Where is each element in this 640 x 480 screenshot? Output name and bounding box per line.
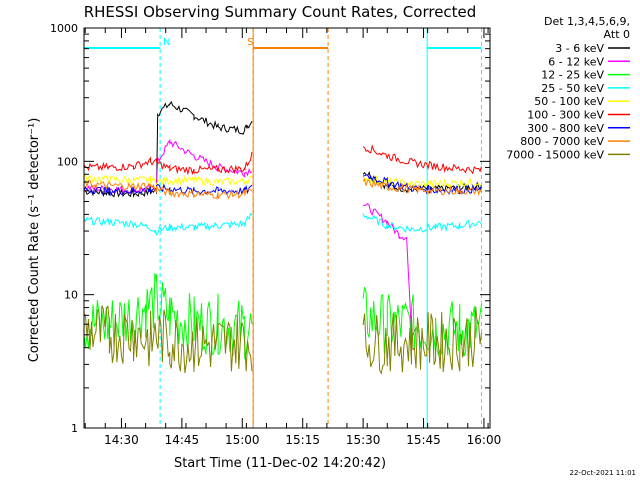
- y-tick-label: 10: [64, 289, 78, 302]
- chart-title: RHESSI Observing Summary Count Rates, Co…: [84, 3, 477, 21]
- series-line-6-12-kev-seg0: [83, 138, 253, 195]
- flag-annotation-s: S: [247, 37, 253, 48]
- series-line-25-50-kev-seg1: [362, 213, 482, 233]
- series-line-12-25-kev-seg0: [83, 273, 253, 360]
- series-layer: [83, 100, 482, 375]
- y-tick-label: 1: [71, 422, 78, 435]
- x-tick-label: 15:15: [285, 433, 320, 447]
- series-line-3-6-kev-seg1: [362, 170, 482, 194]
- legend-label-800-7000-kev: 800 - 7000 keV: [520, 135, 604, 148]
- legend-label-50-100-kev: 50 - 100 keV: [534, 95, 604, 108]
- legend-label-12-25-kev: 12 - 25 keV: [541, 69, 604, 82]
- legend-label-25-50-kev: 25 - 50 keV: [541, 82, 604, 95]
- y-tick-label: 100: [57, 155, 78, 168]
- series-line-25-50-kev-seg0: [83, 212, 253, 236]
- series-line-50-100-kev-seg0: [83, 173, 253, 187]
- series-line-50-100-kev-seg1: [362, 174, 482, 189]
- series-line-3-6-kev-seg0: [83, 100, 253, 198]
- series-line-7000-15000-kev-seg1: [362, 306, 482, 375]
- flag-annotation-n: N: [163, 37, 170, 48]
- x-tick-label: 15:45: [406, 433, 441, 447]
- series-line-7000-15000-kev-seg0: [83, 304, 253, 374]
- legend-header-line-2: Att 0: [604, 28, 630, 41]
- axes: 1 10 100 1000 14:30 14:45 15:00 15:15 15:30 15:45…: [50, 22, 501, 447]
- legend-label-3-6-kev: 3 - 6 keV: [555, 42, 604, 55]
- x-tick-label: 15:30: [346, 433, 381, 447]
- series-line-100-300-kev-seg0: [83, 151, 253, 176]
- series-line-100-300-kev-seg1: [362, 144, 482, 175]
- y-axis-label: Corrected Count Rate (s⁻¹ detector⁻¹): [27, 118, 42, 363]
- y-tick-label: 1000: [50, 22, 78, 35]
- legend-label-100-300-kev: 100 - 300 keV: [527, 109, 604, 122]
- legend-label-7000-15000-kev: 7000 - 15000 keV: [506, 148, 604, 161]
- x-tick-label: 14:45: [165, 433, 200, 447]
- series-line-800-7000-kev-seg0: [83, 179, 253, 201]
- legend-header-line-1: Det 1,3,4,5,6,9,: [544, 15, 630, 28]
- legend-label-6-12-kev: 6 - 12 keV: [548, 55, 604, 68]
- x-tick-label: 14:30: [104, 433, 139, 447]
- x-tick-label: 15:00: [225, 433, 260, 447]
- x-axis-label: Start Time (11-Dec-02 14:20:42): [174, 456, 386, 471]
- footer-timestamp: 22-Oct-2021 11:01: [570, 469, 636, 477]
- series-line-800-7000-kev-seg1: [362, 177, 482, 197]
- legend-label-300-800-kev: 300 - 800 keV: [527, 122, 604, 135]
- x-tick-label: 16:00: [467, 433, 502, 447]
